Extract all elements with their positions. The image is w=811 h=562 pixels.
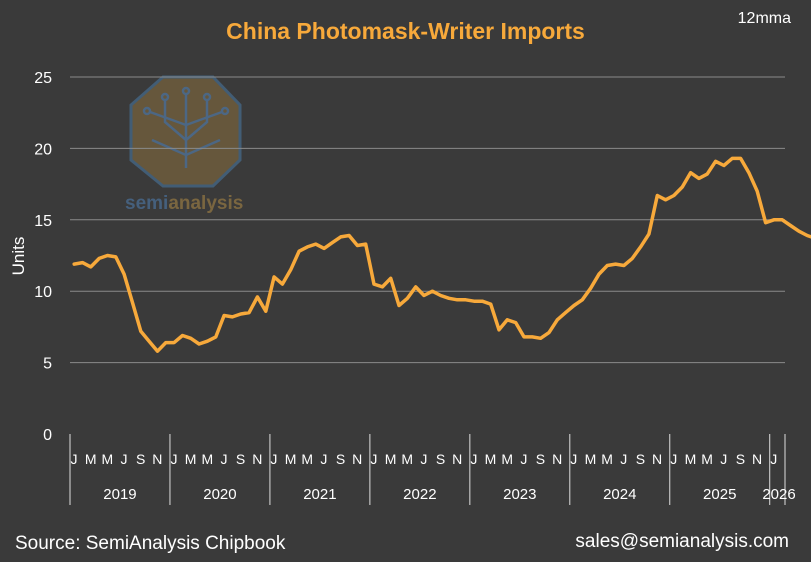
watermark-text-a: semi <box>125 193 168 214</box>
x-month-label: J <box>370 451 377 467</box>
x-year-label: 2025 <box>703 486 736 503</box>
x-month-label: J <box>270 451 277 467</box>
y-tick-label: 25 <box>34 70 52 87</box>
x-month-label: S <box>636 451 645 467</box>
x-month-label: N <box>452 451 462 467</box>
series-layer <box>72 156 811 353</box>
x-month-label: J <box>720 451 727 467</box>
grid-lines <box>70 76 785 364</box>
x-month-label: M <box>701 451 713 467</box>
x-year-label: 2024 <box>603 486 636 503</box>
x-month-label: N <box>352 451 362 467</box>
x-month-label: J <box>770 451 777 467</box>
chart-title: China Photomask-Writer Imports <box>226 18 585 44</box>
x-month-label: M <box>85 451 97 467</box>
x-month-label: S <box>236 451 245 467</box>
y-tick-label: 15 <box>34 213 52 230</box>
x-month-label: S <box>536 451 545 467</box>
y-tick-labels: 0 5 10 15 20 25 <box>34 70 52 444</box>
x-month-label: N <box>152 451 162 467</box>
x-month-label: S <box>436 451 445 467</box>
x-month-label: J <box>470 451 477 467</box>
series-line <box>72 156 811 353</box>
svg-text:semianalysis: semianalysis <box>125 193 243 214</box>
x-year-label: 2020 <box>203 486 236 503</box>
x-month-label: J <box>71 451 78 467</box>
x-month-label: S <box>736 451 745 467</box>
x-year-label: 2022 <box>403 486 436 503</box>
semianalysis-watermark: semianalysis <box>125 75 243 214</box>
x-year-label: 2026 <box>762 486 795 503</box>
x-month-label: S <box>336 451 345 467</box>
x-month-label: M <box>285 451 297 467</box>
x-year-label: 2019 <box>103 486 136 503</box>
x-month-label: J <box>170 451 177 467</box>
y-axis-label: Units <box>9 237 28 276</box>
x-month-label: M <box>601 451 613 467</box>
x-month-label: J <box>320 451 327 467</box>
x-month-label: J <box>520 451 527 467</box>
watermark-text-b: analysis <box>168 193 243 214</box>
x-year-label: 2023 <box>503 486 536 503</box>
x-month-label: J <box>570 451 577 467</box>
x-month-label: M <box>385 451 397 467</box>
x-month-label: M <box>501 451 513 467</box>
x-month-label: J <box>620 451 627 467</box>
y-tick-label: 0 <box>43 427 52 444</box>
x-month-label: N <box>552 451 562 467</box>
x-month-label: M <box>301 451 313 467</box>
smoothing-note: 12mma <box>737 10 791 27</box>
x-month-label: M <box>685 451 697 467</box>
x-month-label: N <box>752 451 762 467</box>
x-month-label: M <box>101 451 113 467</box>
x-month-label: N <box>652 451 662 467</box>
x-month-label: M <box>401 451 413 467</box>
y-tick-label: 20 <box>34 141 52 158</box>
x-month-label: M <box>485 451 497 467</box>
x-year-label: 2021 <box>303 486 336 503</box>
x-month-label: M <box>201 451 213 467</box>
x-month-label: J <box>420 451 427 467</box>
contact-email[interactable]: sales@semianalysis.com <box>575 531 789 552</box>
y-tick-label: 5 <box>43 356 52 373</box>
y-tick-label: 10 <box>34 284 52 301</box>
tree-circuit-logo-icon <box>142 86 230 168</box>
x-month-label: J <box>120 451 127 467</box>
x-month-label: J <box>670 451 677 467</box>
x-month-label: M <box>185 451 197 467</box>
source-note: Source: SemiAnalysis Chipbook <box>15 533 286 554</box>
x-month-label: M <box>585 451 597 467</box>
x-month-label: N <box>252 451 262 467</box>
x-month-label: J <box>220 451 227 467</box>
x-month-label: S <box>136 451 145 467</box>
